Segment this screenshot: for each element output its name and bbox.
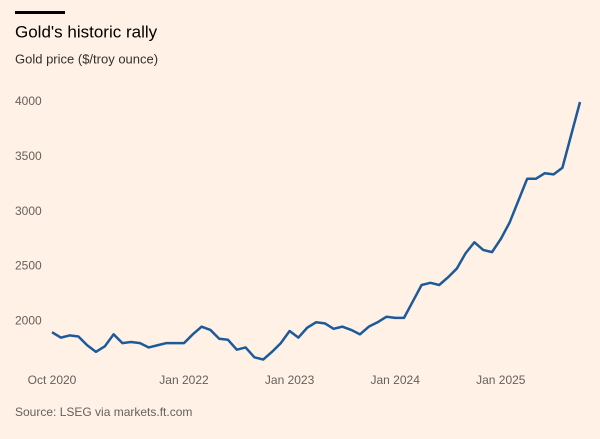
x-tick-label: Jan 2025	[476, 373, 526, 387]
price-line	[51, 101, 582, 361]
x-tick-label: Oct 2020	[28, 373, 77, 387]
chart-title: Gold's historic rally	[15, 22, 158, 41]
x-tick-label: Jan 2023	[265, 373, 315, 387]
y-tick-label: 2500	[15, 259, 42, 273]
x-tick-label: Jan 2022	[159, 373, 209, 387]
y-tick-label: 4000	[15, 94, 42, 108]
y-tick-label: 3000	[15, 204, 42, 218]
title-bar	[15, 11, 65, 14]
x-tick-label: Jan 2024	[371, 373, 421, 387]
y-tick-label: 3500	[15, 149, 42, 163]
y-tick-label: 2000	[15, 313, 42, 327]
source: Source: LSEG via markets.ft.com	[15, 405, 192, 419]
chart-subtitle: Gold price ($/troy ounce)	[15, 51, 158, 66]
